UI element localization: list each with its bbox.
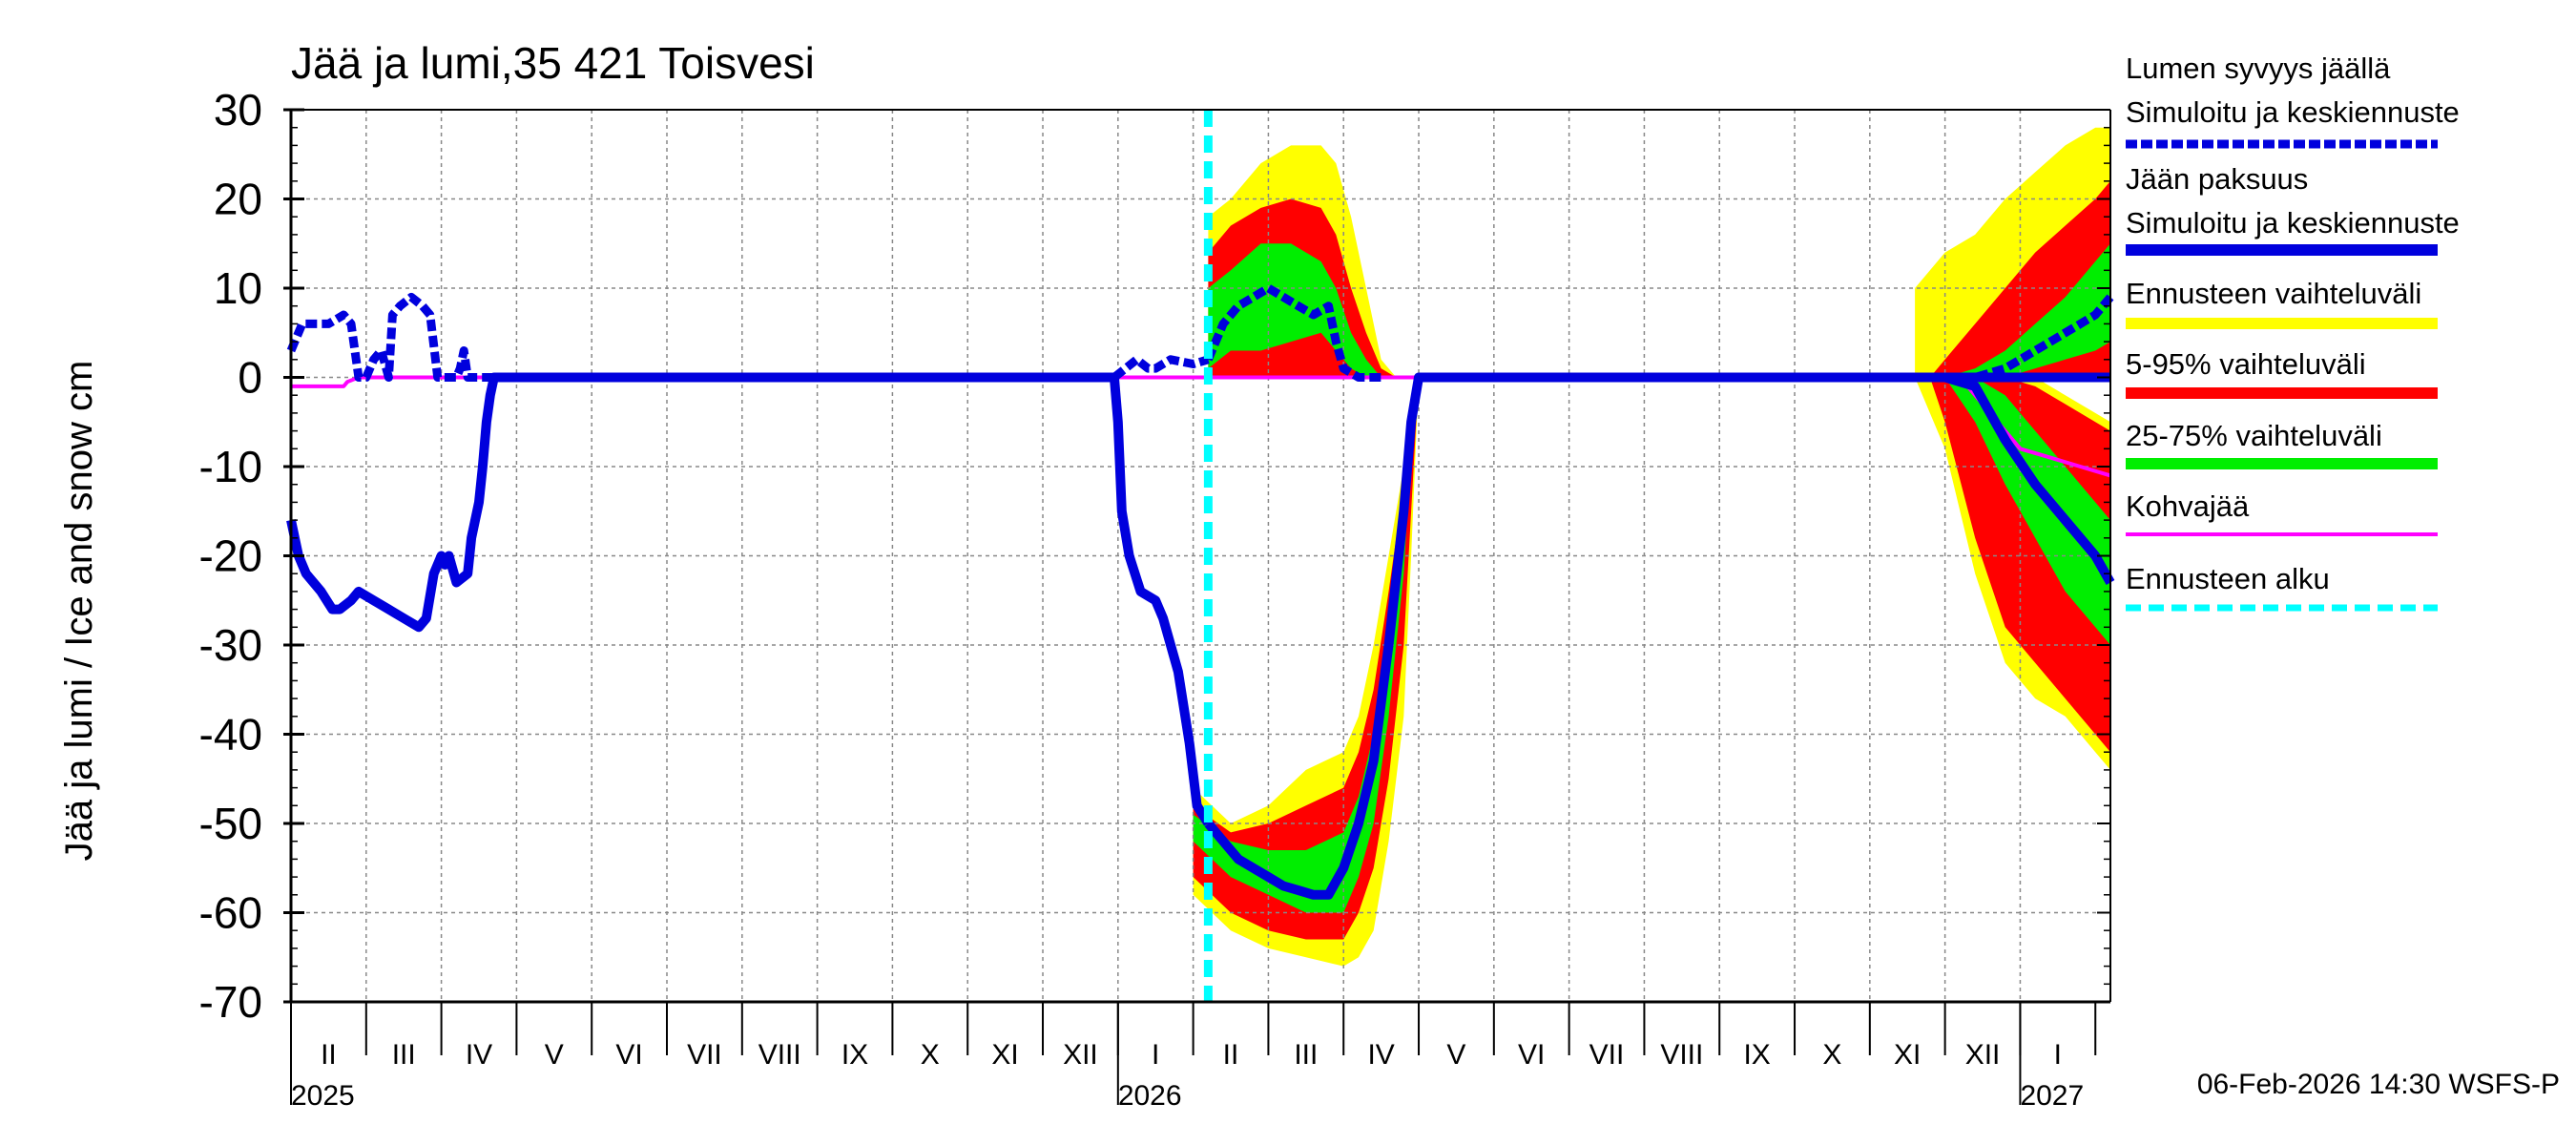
band-band-25-75-ice xyxy=(1193,377,1419,913)
month-label: XI xyxy=(1894,1039,1921,1071)
y-axis-label: Jää ja lumi / Ice and snow cm xyxy=(58,361,100,862)
y-tick-label: -30 xyxy=(199,620,262,670)
series-snow-forecast xyxy=(1204,283,1381,382)
month-label: V xyxy=(545,1039,564,1071)
legend-label: Kohvajää xyxy=(2126,489,2250,523)
year-label: 2025 xyxy=(291,1080,355,1112)
month-label: IX xyxy=(841,1039,868,1071)
month-label: VI xyxy=(615,1039,642,1071)
legend-label: Jään paksuus xyxy=(2126,162,2308,196)
y-tick-label: -40 xyxy=(199,710,262,760)
y-tick-label: -70 xyxy=(199,977,262,1027)
series-snow-on-ice xyxy=(286,292,1210,382)
legend-label: Ennusteen vaihteluväli xyxy=(2126,277,2421,310)
legend: Lumen syvyys jäällä Simuloitu ja keskienn… xyxy=(2126,52,2460,612)
legend-label: 25-75% vaihteluväli xyxy=(2126,419,2382,452)
band-band-25-75-late-ice xyxy=(1944,377,2110,645)
chart-title: Jää ja lumi,35 421 Toisvesi xyxy=(291,38,815,88)
month-label: IV xyxy=(466,1039,492,1071)
series-lines xyxy=(286,110,2115,1004)
month-label: X xyxy=(921,1039,940,1071)
legend-label: 5-95% vaihteluväli xyxy=(2126,347,2366,381)
y-tick-label: 10 xyxy=(214,263,262,313)
series-ice-forecast xyxy=(1204,372,2110,900)
y-tick-label: 20 xyxy=(214,175,262,224)
y-tick-label: 0 xyxy=(238,353,262,403)
y-tick-label: -20 xyxy=(199,531,262,581)
month-label: XII xyxy=(1965,1039,2001,1071)
legend-label: Ennusteen alku xyxy=(2126,562,2330,595)
series-snow-forecast-late xyxy=(1944,294,2114,382)
band-band-25-75-late-snow xyxy=(1944,243,2110,378)
y-tick-label: -60 xyxy=(199,888,262,938)
month-label: VI xyxy=(1518,1039,1545,1071)
forecast-bands xyxy=(1193,127,2110,967)
month-label: VIII xyxy=(1660,1039,1703,1071)
month-label: III xyxy=(1294,1039,1318,1071)
month-label: XII xyxy=(1063,1039,1098,1071)
month-label: II xyxy=(321,1039,337,1071)
series-ice-forecast-late xyxy=(1943,372,2115,585)
month-label: VII xyxy=(1589,1039,1625,1071)
month-label: VII xyxy=(687,1039,722,1071)
year-label: 2027 xyxy=(2020,1080,2084,1112)
legend-label-2: Simuloitu ja keskiennuste xyxy=(2126,95,2460,129)
month-label: II xyxy=(1223,1039,1239,1071)
month-label: I xyxy=(1152,1039,1159,1071)
year-label: 2026 xyxy=(1118,1080,1182,1112)
month-label: VIII xyxy=(758,1039,801,1071)
month-label: I xyxy=(2054,1039,2062,1071)
y-tick-label: -10 xyxy=(199,442,262,491)
timestamp: 06-Feb-2026 14:30 WSFS-P xyxy=(2197,1069,2560,1100)
month-label: III xyxy=(392,1039,416,1071)
grid xyxy=(291,109,2110,1003)
month-label: V xyxy=(1446,1039,1465,1071)
y-tick-label: 30 xyxy=(214,85,262,135)
legend-label-2: Simuloitu ja keskiennuste xyxy=(2126,206,2460,239)
series-slush-ice xyxy=(291,375,2111,478)
y-tick-label: -50 xyxy=(199,799,262,848)
month-label: X xyxy=(1822,1039,1841,1071)
month-label: IX xyxy=(1743,1039,1770,1071)
month-label: XI xyxy=(991,1039,1018,1071)
series-ice-thickness xyxy=(286,372,1213,826)
month-label: IV xyxy=(1367,1039,1394,1071)
legend-label: Lumen syvyys jäällä xyxy=(2126,52,2391,85)
